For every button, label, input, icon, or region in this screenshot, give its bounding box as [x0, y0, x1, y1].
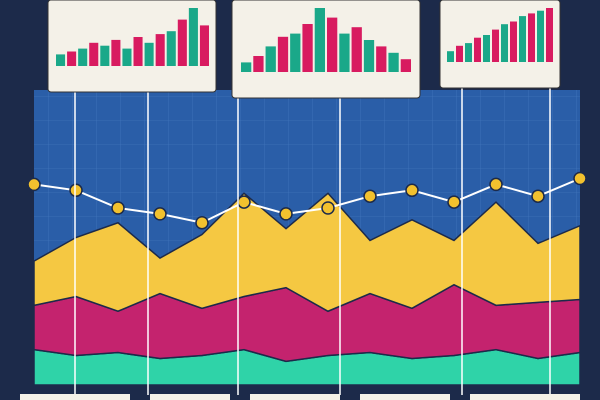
bar	[537, 10, 544, 62]
bar	[166, 31, 176, 66]
bar	[199, 25, 209, 66]
bar	[546, 8, 553, 62]
line-marker	[27, 177, 41, 192]
bar	[363, 40, 375, 72]
line-marker	[237, 195, 251, 209]
bar	[277, 36, 289, 72]
line-marker	[153, 207, 167, 221]
bar	[100, 45, 110, 66]
bar	[144, 42, 154, 66]
bar	[483, 35, 490, 62]
line-marker	[405, 183, 419, 198]
bar	[56, 54, 66, 66]
bar	[89, 42, 99, 66]
line-marker	[195, 216, 209, 230]
bar	[465, 43, 472, 62]
line-marker	[321, 201, 335, 215]
bar	[67, 51, 77, 66]
bar	[456, 45, 463, 62]
line-marker	[573, 171, 587, 186]
bar	[253, 56, 264, 72]
line-marker	[69, 183, 83, 198]
bar	[447, 51, 454, 62]
bar	[111, 39, 121, 66]
bar	[400, 59, 411, 72]
area-layer	[33, 192, 581, 313]
bar	[265, 46, 276, 72]
bar	[510, 21, 517, 62]
footer-tabs	[20, 394, 580, 400]
bar	[188, 8, 198, 66]
bar	[155, 34, 165, 66]
bar	[133, 37, 143, 66]
bars	[56, 8, 553, 73]
bar	[339, 33, 350, 72]
bar	[241, 62, 252, 72]
bar	[351, 27, 362, 72]
line-marker	[363, 189, 377, 203]
trend-line	[33, 177, 581, 224]
bar	[376, 46, 387, 72]
bar	[177, 19, 187, 67]
line-marker	[111, 201, 125, 215]
bar	[78, 48, 88, 66]
line-marker	[447, 195, 461, 209]
line-marker	[279, 207, 293, 221]
bar	[302, 24, 313, 72]
bar	[474, 37, 481, 62]
bar	[122, 48, 132, 66]
bar	[492, 29, 499, 63]
bar	[314, 8, 325, 72]
bar	[290, 33, 301, 72]
line-marker	[531, 189, 545, 203]
areas	[27, 171, 587, 386]
bar	[519, 16, 526, 63]
connectors	[74, 85, 551, 395]
bar	[327, 17, 338, 73]
bar	[528, 13, 535, 62]
bar	[501, 24, 508, 62]
line-marker	[489, 177, 503, 192]
panels	[47, 0, 561, 99]
bar	[388, 52, 399, 72]
